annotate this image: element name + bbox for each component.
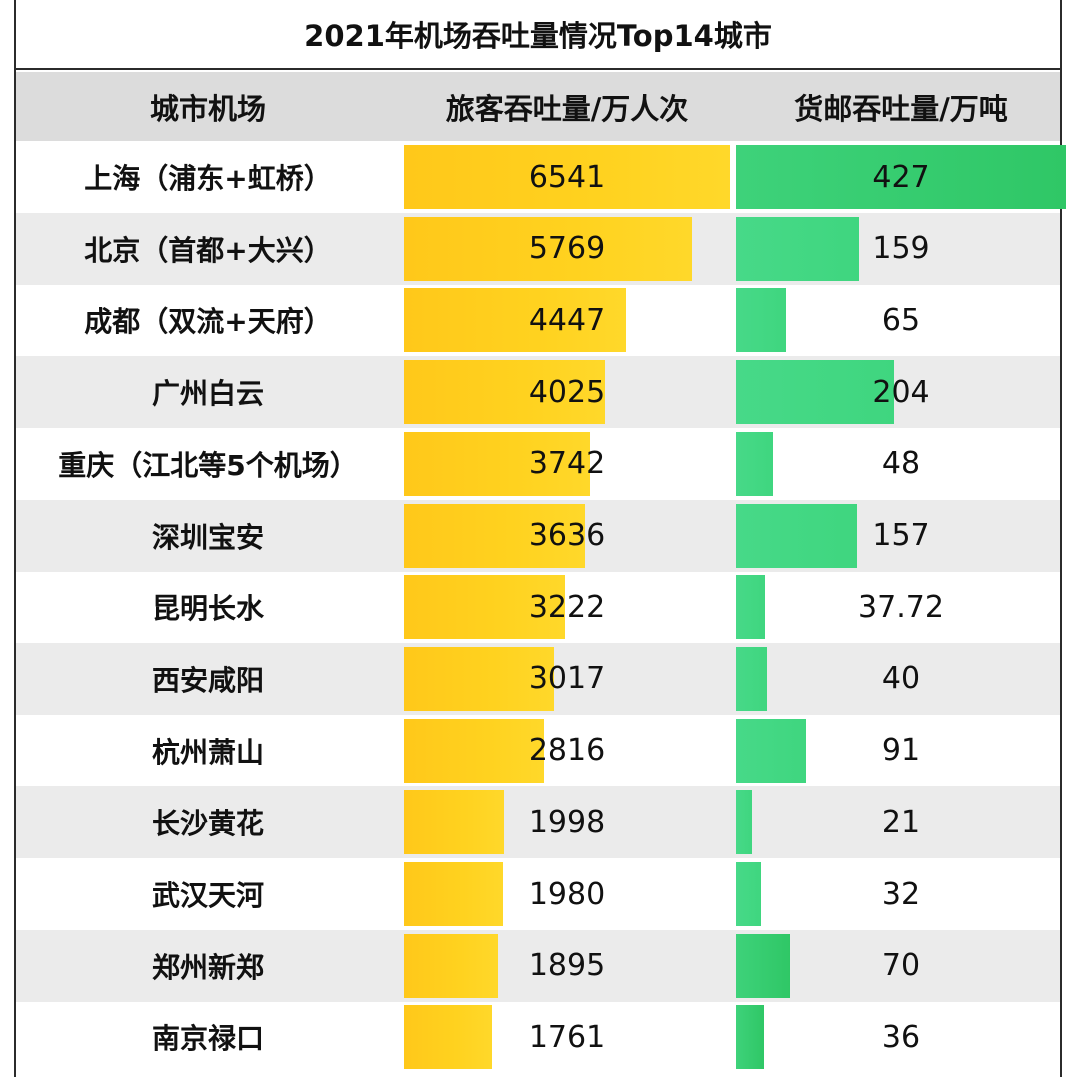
city-label: 北京（首都+大兴） xyxy=(84,233,332,267)
cargo-value-label: 159 xyxy=(872,231,930,267)
cargo-bar xyxy=(736,288,786,353)
cargo-value-label: 37.72 xyxy=(858,589,944,625)
passenger-value-label: 1761 xyxy=(528,1019,606,1055)
table-row: 长沙黄花 1998 21 xyxy=(16,786,1060,859)
table-row: 武汉天河 1980 32 xyxy=(16,858,1060,930)
cargo-bar xyxy=(736,575,765,640)
table-row: 杭州萧山 2816 91 xyxy=(16,715,1060,787)
passenger-value-label: 5769 xyxy=(528,231,606,267)
cargo-value-label: 32 xyxy=(881,876,921,912)
cargo-value-label: 36 xyxy=(881,1019,921,1055)
city-label: 西安咸阳 xyxy=(151,663,264,697)
passenger-bar xyxy=(404,862,503,926)
passenger-bar xyxy=(404,933,498,998)
passenger-bar xyxy=(404,503,585,568)
passenger-value-label: 4447 xyxy=(528,302,606,338)
passenger-bar xyxy=(404,790,504,855)
cargo-bar xyxy=(736,718,806,783)
passenger-bar xyxy=(404,718,544,783)
column-header-cargo: 货邮吞吐量/万吨 xyxy=(794,91,1008,126)
table-row: 上海（浦东+虹桥） 6541 427 xyxy=(16,141,1066,213)
cargo-value-label: 157 xyxy=(872,518,930,553)
passenger-value-label: 1895 xyxy=(528,948,606,984)
passenger-value-label: 3017 xyxy=(528,661,606,697)
column-header-city: 城市机场 xyxy=(149,91,266,126)
chart-frame: 2021年机场吞吐量情况Top14城市 城市机场 旅客吞吐量/万人次 货邮吞吐量… xyxy=(14,0,1066,1077)
passenger-value-label: 6541 xyxy=(528,159,606,195)
table-row: 昆明长水 3222 37.72 xyxy=(16,571,1060,643)
cargo-value-label: 91 xyxy=(881,733,921,769)
cargo-bar xyxy=(736,360,894,425)
cargo-value-label: 48 xyxy=(881,446,921,482)
cargo-value-label: 427 xyxy=(872,159,930,195)
city-label: 深圳宝安 xyxy=(151,520,264,554)
table-row: 郑州新郑 1895 70 xyxy=(16,929,1060,1002)
cargo-bar xyxy=(736,790,752,855)
passenger-bar xyxy=(404,360,605,425)
cargo-value-label: 21 xyxy=(881,804,921,840)
passenger-bar xyxy=(404,1005,492,1070)
passenger-bar xyxy=(404,431,590,496)
passenger-value-label: 2816 xyxy=(528,733,606,769)
city-label: 武汉天河 xyxy=(151,879,264,912)
table-header-row: 城市机场 旅客吞吐量/万人次 货邮吞吐量/万吨 xyxy=(16,72,1060,141)
table-row: 南京禄口 1761 36 xyxy=(16,1001,1060,1073)
cargo-bar xyxy=(736,933,790,998)
passenger-value-label: 3636 xyxy=(528,518,606,553)
city-label: 昆明长水 xyxy=(151,592,264,626)
city-label: 上海（浦东+虹桥） xyxy=(84,162,332,195)
cargo-bar xyxy=(736,431,773,496)
title-bar: 2021年机场吞吐量情况Top14城市 xyxy=(16,0,1060,70)
passenger-bar xyxy=(404,646,554,711)
cargo-bar xyxy=(736,1005,764,1070)
cargo-bar xyxy=(736,216,859,281)
passenger-bar xyxy=(404,216,692,281)
passenger-value-label: 1980 xyxy=(528,876,606,912)
passenger-value-label: 1998 xyxy=(528,804,606,840)
city-label: 郑州新郑 xyxy=(151,950,264,984)
passenger-bar xyxy=(404,575,565,640)
table-row: 成都（双流+天府） 4447 65 xyxy=(16,284,1060,356)
chart-title: 2021年机场吞吐量情况Top14城市 xyxy=(304,19,772,53)
cargo-bar xyxy=(736,503,857,568)
cargo-value-label: 65 xyxy=(881,302,921,338)
city-label: 南京禄口 xyxy=(151,1022,264,1056)
city-label: 成都（双流+天府） xyxy=(84,305,332,339)
table-row: 重庆（江北等5个机场） 3742 48 xyxy=(16,428,1060,500)
table-row: 深圳宝安 3636 157 xyxy=(16,499,1060,572)
cargo-bar xyxy=(736,862,761,926)
table-row: 西安咸阳 3017 40 xyxy=(16,642,1060,715)
cargo-value-label: 204 xyxy=(872,374,930,410)
city-label: 长沙黄花 xyxy=(151,807,264,841)
passenger-value-label: 3222 xyxy=(528,589,606,625)
city-label: 杭州萧山 xyxy=(151,735,264,769)
passenger-bar xyxy=(404,145,730,209)
cargo-value-label: 70 xyxy=(881,948,921,984)
column-header-passengers: 旅客吞吐量/万人次 xyxy=(445,91,689,126)
cargo-value-label: 40 xyxy=(881,661,921,697)
table-row: 广州白云 4025 204 xyxy=(16,356,1060,429)
city-label: 重庆（江北等5个机场） xyxy=(58,448,358,482)
cargo-bar xyxy=(736,145,1066,209)
passenger-bar xyxy=(404,288,626,353)
passenger-value-label: 4025 xyxy=(528,374,606,410)
table-row: 北京（首都+大兴） 5769 159 xyxy=(16,212,1060,285)
cargo-bar xyxy=(736,646,767,711)
passenger-value-label: 3742 xyxy=(528,446,606,482)
city-label: 广州白云 xyxy=(151,377,264,411)
